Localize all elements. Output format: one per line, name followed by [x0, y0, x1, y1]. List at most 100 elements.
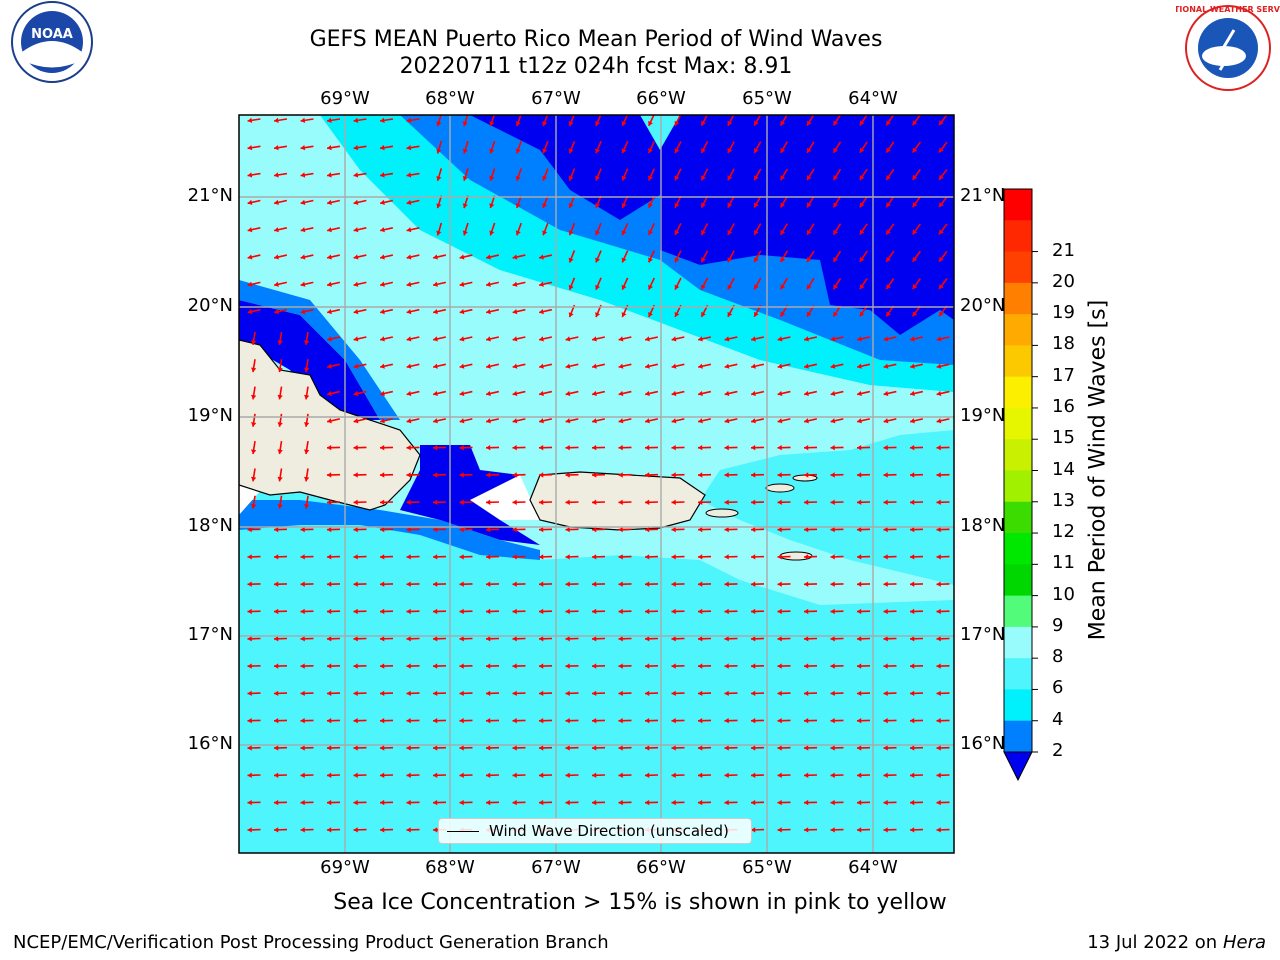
wind-arrow — [591, 499, 606, 505]
colorbar-segment — [1004, 407, 1032, 440]
wind-arrow — [909, 581, 924, 587]
wind-arrow — [621, 195, 629, 209]
wind-arrow — [830, 499, 844, 505]
wind-arrow — [379, 336, 394, 342]
wind-arrow — [779, 168, 789, 181]
wind-arrow — [538, 554, 553, 560]
wind-arrow — [803, 799, 818, 806]
wind-arrow — [883, 554, 897, 560]
wind-arrow — [671, 554, 685, 560]
wind-arrow — [250, 468, 257, 482]
chart-title: GEFS MEAN Puerto Rico Mean Period of Win… — [309, 27, 883, 52]
wind-arrow — [565, 418, 579, 424]
wind-arrow — [303, 413, 310, 427]
wind-arrow — [406, 281, 420, 287]
wind-arrow — [247, 772, 261, 778]
wind-arrow — [512, 390, 526, 397]
wind-arrow — [565, 390, 579, 397]
wind-arrow — [432, 418, 447, 424]
wind-arrow — [883, 444, 897, 451]
wind-arrow — [830, 472, 844, 478]
wind-arrow — [883, 717, 897, 724]
wind-arrow — [485, 772, 500, 778]
wind-arrow — [806, 168, 815, 181]
wind-arrow — [803, 717, 818, 724]
wind-arrow — [436, 168, 443, 182]
colorbar-tick-label: 12 — [1052, 521, 1075, 543]
wind-arrow — [406, 772, 420, 778]
wind-arrow — [779, 195, 789, 208]
wind-arrow — [750, 717, 765, 724]
wind-arrow — [247, 745, 261, 751]
wind-arrow — [432, 499, 447, 505]
wind-arrow — [727, 195, 735, 208]
map-frame — [238, 114, 955, 854]
wind-arrow — [406, 526, 420, 533]
wind-arrow — [909, 499, 924, 505]
wind-arrow — [647, 115, 655, 127]
wind-arrow — [803, 581, 818, 587]
wind-arrow — [753, 141, 762, 154]
wind-arrow — [538, 499, 553, 505]
wind-arrow — [859, 277, 868, 290]
wind-arrow — [565, 663, 579, 669]
wind-arrow — [512, 499, 526, 505]
wind-arrow — [300, 717, 314, 724]
wind-arrow — [273, 117, 288, 124]
wind-arrow — [700, 277, 709, 290]
wind-arrow — [538, 418, 553, 424]
wind-arrow — [830, 636, 844, 642]
wind-arrow — [353, 745, 367, 751]
wind-arrow — [936, 827, 950, 833]
wind-arrow — [326, 608, 341, 615]
ocean-mid-south — [239, 500, 540, 560]
wind-arrow — [406, 472, 420, 478]
wind-arrow — [936, 526, 950, 533]
wind-arrow — [353, 281, 367, 287]
ocean-mid-west — [239, 280, 400, 420]
wind-arrow — [277, 386, 283, 400]
wind-arrow — [724, 636, 738, 642]
colorbar-tick-label: 6 — [1052, 677, 1064, 699]
wind-arrow — [644, 499, 659, 505]
wind-arrow — [909, 554, 924, 560]
ocean-dark-zone — [470, 115, 954, 335]
colorbar-tick-label: 18 — [1052, 333, 1075, 355]
wind-arrow — [326, 145, 341, 151]
wind-arrow — [326, 827, 341, 833]
wind-arrow — [353, 799, 367, 806]
land-tortola — [792, 474, 818, 482]
wind-arrow — [671, 390, 685, 397]
wind-arrow — [885, 278, 895, 290]
wind-arrow — [432, 363, 447, 369]
wind-arrow — [512, 526, 526, 533]
wind-arrow — [247, 526, 261, 533]
wind-arrow — [273, 690, 288, 697]
wind-arrow — [406, 336, 420, 342]
wind-arrow — [724, 717, 738, 724]
wind-arrow — [700, 115, 709, 127]
lon-label: 69°W — [320, 857, 370, 878]
wind-arrow — [806, 195, 815, 208]
wind-arrow — [912, 250, 921, 263]
wind-arrow — [806, 250, 815, 263]
wind-arrow — [538, 472, 553, 478]
wind-arrow — [618, 526, 632, 533]
wind-arrow — [750, 636, 765, 642]
wind-arrow — [379, 390, 394, 397]
wind-arrow — [247, 554, 261, 560]
nws-logo: NATIONAL WEATHER SERVICE — [1176, 5, 1280, 91]
wind-arrow — [777, 581, 791, 587]
wind-arrow — [644, 663, 659, 669]
legend-label: Wind Wave Direction (unscaled) — [489, 822, 729, 840]
wind-arrow — [936, 418, 950, 424]
wind-arrow — [938, 141, 948, 153]
wind-arrow — [512, 636, 526, 642]
wind-arrow — [803, 608, 818, 615]
lon-label: 65°W — [742, 88, 792, 109]
wind-arrow — [432, 663, 447, 669]
wind-arrow — [303, 468, 310, 482]
wind-arrow — [697, 418, 712, 424]
wind-arrow — [565, 581, 579, 587]
wind-arrow — [671, 418, 685, 424]
